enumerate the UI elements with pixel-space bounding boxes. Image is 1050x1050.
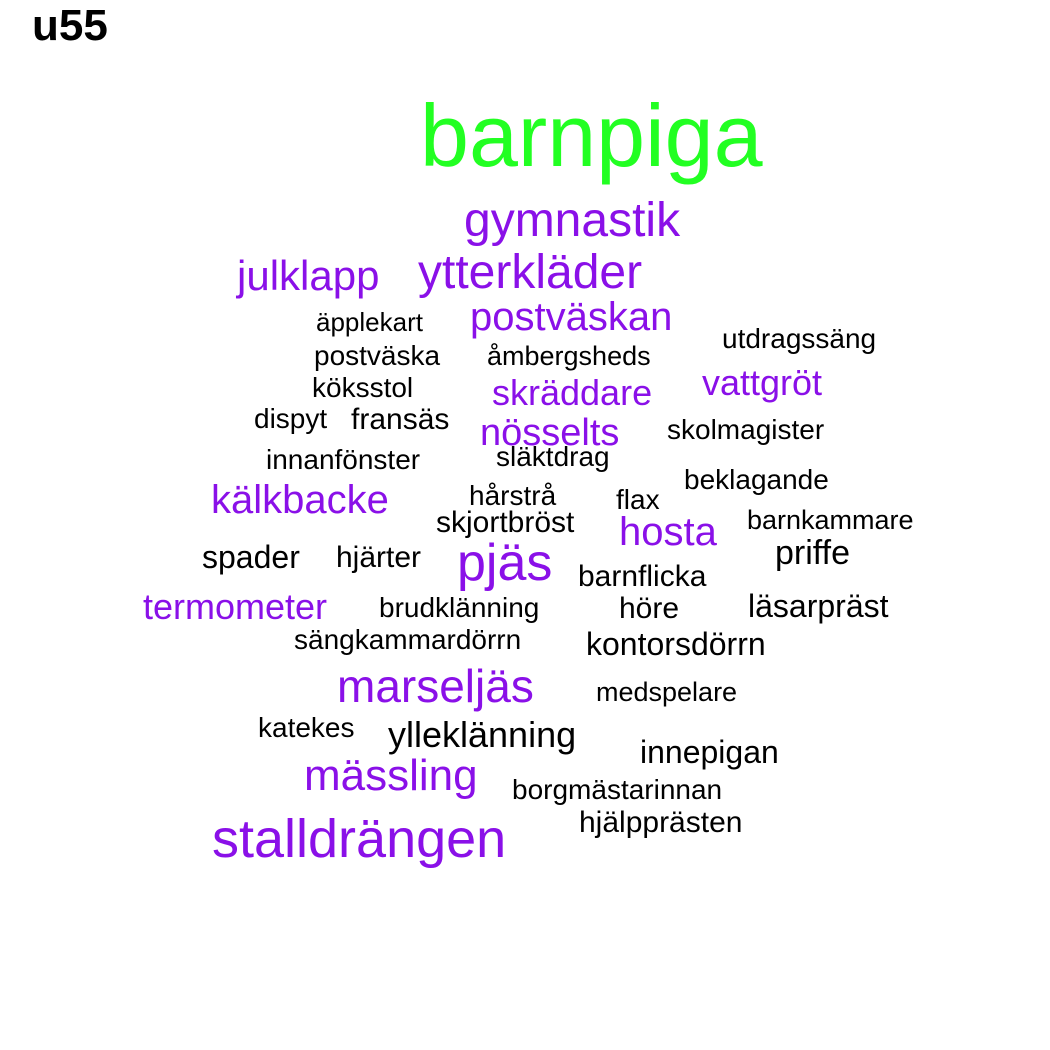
cloud-word-utdragssäng: utdragssäng: [722, 323, 877, 354]
cloud-word-medspelare: medspelare: [596, 677, 738, 707]
cloud-word-postväskan: postväskan: [470, 295, 673, 339]
cloud-word-släktdrag: släktdrag: [496, 441, 610, 472]
cloud-word-flax: flax: [616, 484, 660, 515]
cloud-word-nösselts: nösselts: [480, 412, 620, 454]
cloud-word-barnkammare: barnkammare: [747, 505, 914, 535]
cloud-word-sängkammardörrn: sängkammardörrn: [294, 624, 522, 655]
cloud-word-äpplekart: äpplekart: [316, 307, 423, 337]
cloud-word-mässling: mässling: [304, 751, 478, 800]
cloud-word-brudklänning: brudklänning: [379, 592, 540, 623]
cloud-word-vattgröt: vattgröt: [702, 362, 823, 403]
cloud-word-borgmästarinnan: borgmästarinnan: [512, 774, 723, 805]
cloud-word-innepigan: innepigan: [640, 734, 779, 770]
cloud-word-höre: höre: [619, 592, 680, 625]
cloud-word-termometer: termometer: [143, 586, 328, 627]
cloud-word-kontorsdörrn: kontorsdörrn: [586, 626, 766, 662]
cloud-word-dispyt: dispyt: [254, 403, 328, 434]
cloud-word-marseljäs: marseljäs: [337, 660, 534, 712]
panel-label: u55: [32, 1, 108, 50]
cloud-word-katekes: katekes: [258, 712, 355, 743]
cloud-word-postväska: postväska: [314, 340, 441, 371]
cloud-word-barnpiga: barnpiga: [420, 86, 763, 185]
cloud-word-skjortbröst: skjortbröst: [436, 506, 575, 539]
cloud-word-hosta: hosta: [619, 510, 717, 554]
cloud-word-innanfönster: innanfönster: [266, 444, 421, 475]
cloud-word-stalldrängen: stalldrängen: [212, 809, 507, 869]
cloud-word-fransäs: fransäs: [351, 403, 450, 436]
cloud-word-skolmagister: skolmagister: [667, 414, 825, 445]
cloud-word-ylleklänning: ylleklänning: [388, 714, 577, 755]
cloud-word-köksstol: köksstol: [312, 372, 414, 403]
cloud-word-läsarpräst: läsarpräst: [748, 588, 889, 624]
cloud-word-pjäs: pjäs: [457, 534, 553, 592]
cloud-word-gymnastik: gymnastik: [464, 194, 681, 247]
cloud-word-åmbergsheds: åmbergsheds: [487, 341, 651, 371]
cloud-word-priffe: priffe: [775, 534, 850, 572]
cloud-word-hjärter: hjärter: [336, 541, 422, 574]
cloud-word-julklapp: julklapp: [237, 252, 380, 299]
cloud-word-spader: spader: [202, 539, 300, 575]
cloud-word-beklagande: beklagande: [684, 464, 829, 495]
cloud-word-barnflicka: barnflicka: [578, 560, 707, 593]
cloud-word-hjälpprästen: hjälpprästen: [579, 806, 743, 839]
cloud-word-hårstrå: hårstrå: [469, 480, 557, 511]
cloud-word-ytterkläder: ytterkläder: [418, 246, 643, 299]
cloud-word-skräddare: skräddare: [492, 372, 653, 413]
cloud-word-kälkbacke: kälkbacke: [211, 478, 389, 522]
